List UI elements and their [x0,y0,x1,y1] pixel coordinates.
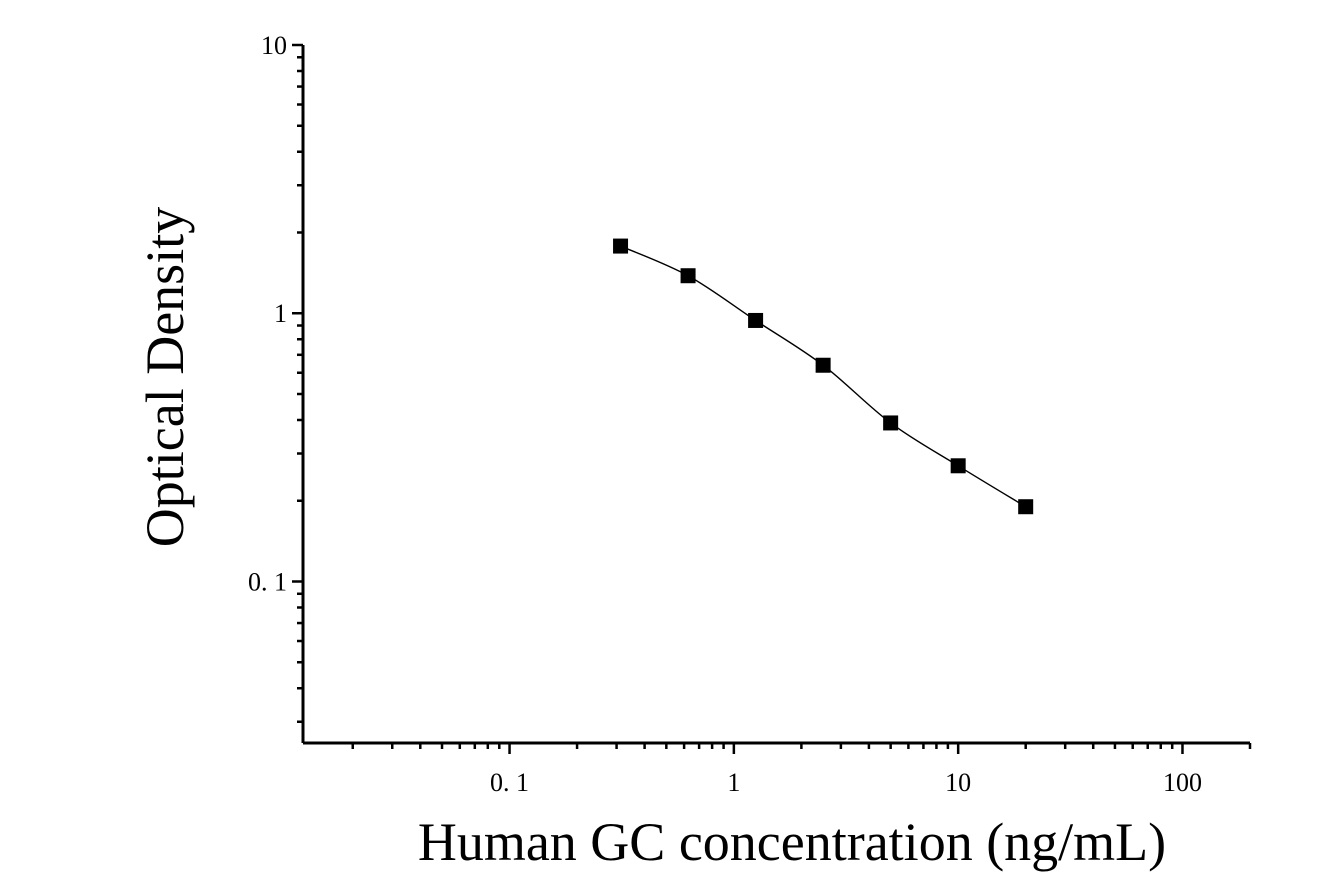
x-axis-title: Human GC concentration (ng/mL) [418,812,1166,872]
data-point-marker [815,357,831,373]
data-point-marker [1018,499,1034,515]
x-tick-label: 1 [727,768,740,797]
data-point-marker [883,415,899,431]
y-tick-label: 1 [274,299,287,328]
data-point-marker [950,458,966,474]
ticks [292,43,1252,754]
data-markers [613,238,1034,515]
x-tick-label: 100 [1163,768,1202,797]
data-point-marker [748,312,764,328]
y-tick-label: 0. 1 [248,567,287,596]
tick-labels: 0. 1 1 10 100 10 1 0. 1 [248,31,1202,797]
data-point-marker [613,238,629,254]
x-tick-label: 10 [945,768,971,797]
y-axis-title: Optical Density [135,207,195,547]
y-tick-label: 10 [261,31,287,60]
x-tick-label: 0. 1 [490,768,529,797]
axes [301,45,1250,745]
data-point-marker [680,268,696,284]
